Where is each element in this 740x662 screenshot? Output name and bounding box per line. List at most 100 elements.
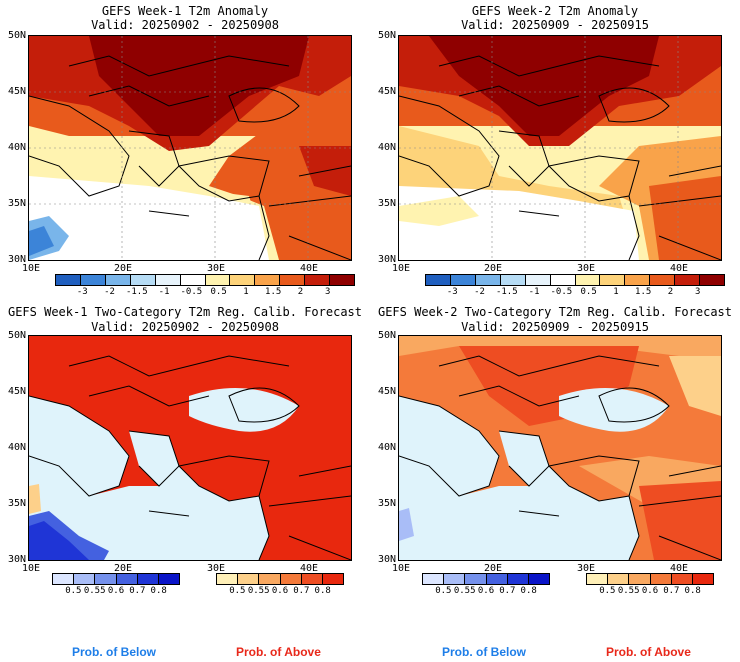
colorbar-tick-label: 2 [297, 287, 304, 297]
panel-title: GEFS Week-2 Two-Category T2m Reg. Calib.… [377, 305, 732, 319]
colorbar-swatch [675, 275, 701, 285]
colorbar-swatch [56, 275, 81, 285]
colorbar-tick-label: -1.5 [495, 287, 518, 297]
colorbar-tick-label: 3 [695, 287, 701, 297]
colorbar-ticks: -3 -2 -1.5 -1 -0.5 0.5 1 1.5 2 3 [55, 288, 355, 298]
colorbar-swatch [475, 275, 501, 285]
lat-label: 35N [7, 498, 26, 509]
colorbar-tick-label: -2 [474, 287, 485, 297]
colorbar-tick-label: 0.7 [129, 586, 146, 596]
lat-label: 50N [7, 30, 26, 41]
colorbar-tick-label: 0.55 [453, 586, 476, 596]
colorbar-swatch [305, 275, 331, 285]
below-colorbar [422, 573, 550, 585]
lat-label: 35N [377, 498, 396, 509]
anomaly-map [28, 35, 352, 261]
colorbar-swatch [629, 574, 651, 584]
colorbar-swatch [238, 574, 260, 584]
colorbar-tick-label: 0.8 [684, 586, 701, 596]
colorbar-swatch [625, 275, 651, 285]
colorbar-tick-label: 0.6 [271, 586, 289, 596]
lat-label: 45N [7, 386, 26, 397]
colorbar-tick-label: 0.8 [314, 586, 331, 596]
colorbar-swatch [180, 275, 206, 285]
colorbar-tick-label: 0.7 [293, 586, 310, 596]
colorbar-swatch [650, 574, 672, 584]
lon-label: 30E [577, 563, 596, 574]
lat-label: 30N [7, 254, 26, 265]
lat-label: 35N [7, 198, 26, 209]
colorbar-tick-label: 0.5 [435, 586, 452, 596]
colorbar-swatch [105, 275, 131, 285]
colorbar-tick-label: 0.8 [150, 586, 167, 596]
colorbar-tick-label: -1.5 [125, 287, 148, 297]
prob-above-label: Prob. of Above [606, 645, 691, 659]
lat-label: 40N [7, 442, 26, 453]
lon-label: 20E [484, 563, 503, 574]
colorbar-tick-label: 0.5 [65, 586, 82, 596]
colorbar-swatch [528, 574, 550, 584]
above-colorbar [216, 573, 344, 585]
colorbar-swatch [575, 275, 601, 285]
colorbar-swatch [600, 275, 626, 285]
anomaly-map [398, 35, 722, 261]
lat-label: 30N [377, 554, 396, 565]
colorbar-swatch [444, 574, 466, 584]
colorbar-tick-label: 0.7 [499, 586, 516, 596]
lat-label: 50N [377, 30, 396, 41]
week2-anomaly-panel: GEFS Week-2 T2m Anomaly Valid: 20250909 … [370, 0, 740, 300]
colorbar-swatch [608, 574, 630, 584]
colorbar-tick-label: -3 [76, 287, 88, 297]
colorbar-swatch [116, 574, 138, 584]
anomaly-colorbar [425, 274, 725, 286]
lon-label: 40E [670, 263, 689, 274]
colorbar-swatch [465, 574, 487, 584]
colorbar-swatch [53, 574, 75, 584]
colorbar-swatch [486, 574, 508, 584]
lon-label: 20E [114, 563, 133, 574]
colorbar-swatch [280, 275, 306, 285]
colorbar-swatch [650, 275, 676, 285]
colorbar-tick-label: 0.55 [247, 586, 270, 596]
colorbar-swatch [301, 574, 323, 584]
colorbar-tick-label: 1.5 [635, 287, 652, 297]
lon-label: 40E [300, 263, 319, 274]
lat-label: 40N [377, 142, 396, 153]
colorbar-swatch [700, 275, 725, 285]
lon-label: 10E [22, 563, 41, 574]
lon-label: 10E [392, 263, 411, 274]
below-colorbar-ticks: 0.5 0.55 0.6 0.7 0.8 [422, 587, 550, 597]
lon-label: 40E [670, 563, 689, 574]
colorbar-ticks: -3 -2 -1.5 -1 -0.5 0.5 1 1.5 2 3 [425, 288, 725, 298]
lon-label: 10E [392, 563, 411, 574]
colorbar-tick-label: -0.5 [550, 287, 573, 297]
colorbar-tick-label: 0.6 [107, 586, 125, 596]
colorbar-swatch [692, 574, 714, 584]
lat-label: 30N [7, 554, 26, 565]
lat-label: 35N [377, 198, 396, 209]
colorbar-swatch [255, 275, 281, 285]
colorbar-swatch [280, 574, 302, 584]
colorbar-tick-label: 0.55 [83, 586, 106, 596]
week1-anomaly-panel: GEFS Week-1 T2m Anomaly Valid: 20250902 … [0, 0, 370, 300]
panel-valid-dates: Valid: 20250902 - 20250908 [91, 18, 279, 32]
colorbar-tick-label: 0.8 [520, 586, 537, 596]
prob-above-label: Prob. of Above [236, 645, 321, 659]
colorbar-tick-label: 0.5 [580, 287, 597, 297]
panel-valid-dates: Valid: 20250909 - 20250915 [461, 18, 649, 32]
panel-valid-dates: Valid: 20250902 - 20250908 [91, 320, 279, 334]
colorbar-swatch [330, 275, 355, 285]
lon-label: 20E [484, 263, 503, 274]
colorbar-swatch [130, 275, 156, 285]
panel-valid-dates: Valid: 20250909 - 20250915 [461, 320, 649, 334]
week2-probability-panel: GEFS Week-2 Two-Category T2m Reg. Calib.… [370, 300, 740, 662]
probability-map [398, 335, 722, 561]
lat-label: 45N [7, 86, 26, 97]
lon-label: 40E [300, 563, 319, 574]
colorbar-tick-label: 2 [667, 287, 674, 297]
lon-label: 30E [207, 263, 226, 274]
colorbar-tick-label: -2 [104, 287, 115, 297]
colorbar-tick-label: 1 [613, 287, 619, 297]
lat-label: 45N [377, 86, 396, 97]
colorbar-swatch [217, 574, 239, 584]
